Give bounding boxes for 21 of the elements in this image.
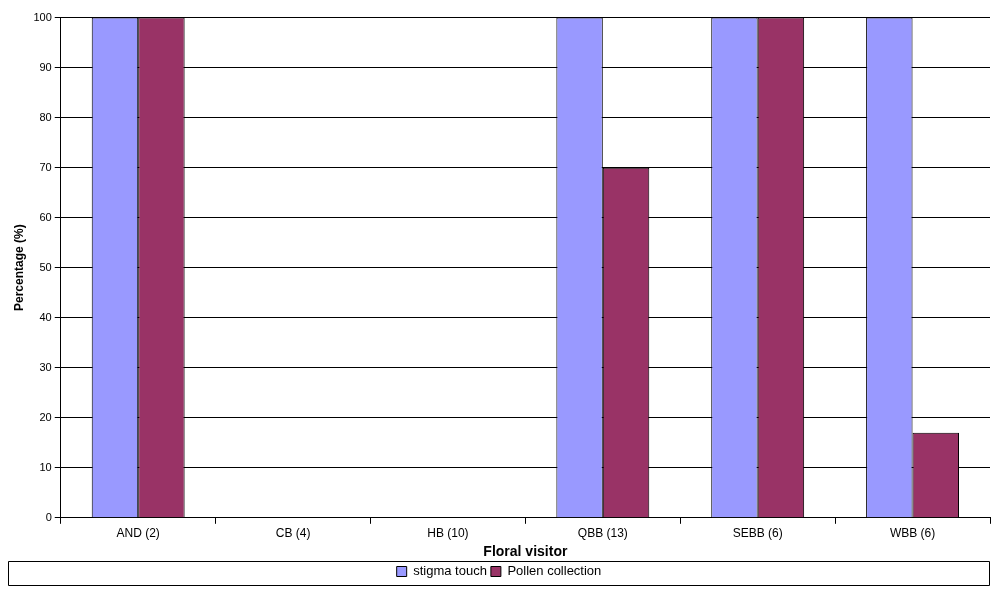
legend-label: stigma touch — [413, 563, 487, 579]
y-tick-label: 20 — [39, 410, 52, 423]
y-tick-label: 40 — [39, 310, 52, 323]
legend-label: Pollen collection — [507, 563, 602, 579]
y-tick-label: 0 — [45, 510, 52, 523]
y-tick-label: 50 — [39, 260, 52, 273]
y-tick-label: 60 — [39, 210, 52, 223]
x-tick-label: WBB (6) — [889, 526, 936, 541]
x-tick-label: AND (2) — [116, 526, 160, 541]
x-tick-label: SEBB (6) — [732, 526, 783, 541]
y-tick-label: 80 — [39, 110, 52, 123]
x-tick-label: CB (4) — [275, 526, 311, 541]
y-tick-label: 10 — [39, 460, 52, 473]
x-axis-title: Floral visitor — [483, 543, 568, 560]
y-tick-label: 70 — [39, 160, 52, 173]
y-tick-label: 90 — [39, 60, 52, 73]
y-tick-label: 100 — [33, 10, 52, 23]
y-tick-label: 30 — [39, 360, 52, 373]
y-axis-title: Percentage (%) — [11, 224, 26, 312]
x-tick-label: QBB (13) — [577, 526, 628, 541]
x-tick-label: HB (10) — [427, 526, 469, 541]
